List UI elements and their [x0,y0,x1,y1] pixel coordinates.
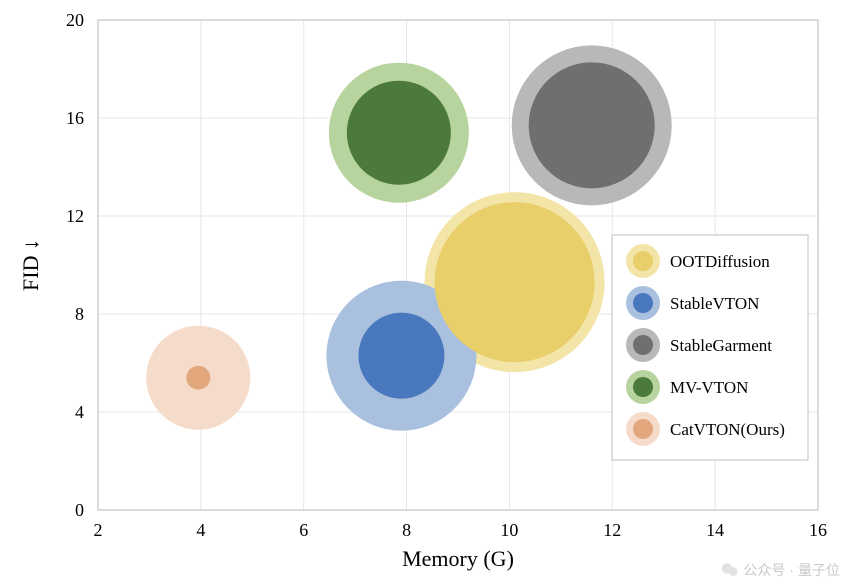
legend-marker [633,335,653,355]
y-tick-label: 4 [75,402,84,422]
y-axis-label: FID ↓ [18,239,43,291]
x-tick-label: 6 [299,520,308,540]
bubble-inner [529,62,655,188]
legend-label: StableGarment [670,336,772,355]
watermark: 公众号 · 量子位 [721,560,840,580]
legend-marker [633,419,653,439]
y-tick-label: 12 [66,206,84,226]
x-tick-label: 10 [500,520,518,540]
watermark-prefix: 公众号 [743,560,785,580]
watermark-name: 量子位 [798,560,840,580]
legend-marker [633,251,653,271]
y-tick-label: 8 [75,304,84,324]
legend-label: OOTDiffusion [670,252,770,271]
legend-label: MV-VTON [670,378,748,397]
legend-label: CatVTON(Ours) [670,420,785,439]
y-tick-label: 16 [66,108,84,128]
x-axis-label: Memory (G) [402,546,514,571]
bubble-inner [358,313,444,399]
bubble-inner [435,202,595,362]
x-tick-label: 12 [603,520,621,540]
watermark-sep: · [789,562,794,578]
legend-label: StableVTON [670,294,759,313]
legend-marker [633,377,653,397]
y-tick-label: 0 [75,500,84,520]
x-tick-label: 8 [402,520,411,540]
wechat-icon [721,561,739,579]
x-tick-label: 2 [94,520,103,540]
x-tick-label: 16 [809,520,827,540]
y-tick-label: 20 [66,10,84,30]
bubble-chart: 2 4 6 8 10 12 14 16 0 4 8 12 16 20 Memory (G) FID ↓ OOTD… [0,0,850,586]
legend-marker [633,293,653,313]
bubble-inner [186,366,210,390]
x-tick-label: 14 [706,520,724,540]
x-tick-label: 4 [196,520,205,540]
bubble-inner [347,81,451,185]
